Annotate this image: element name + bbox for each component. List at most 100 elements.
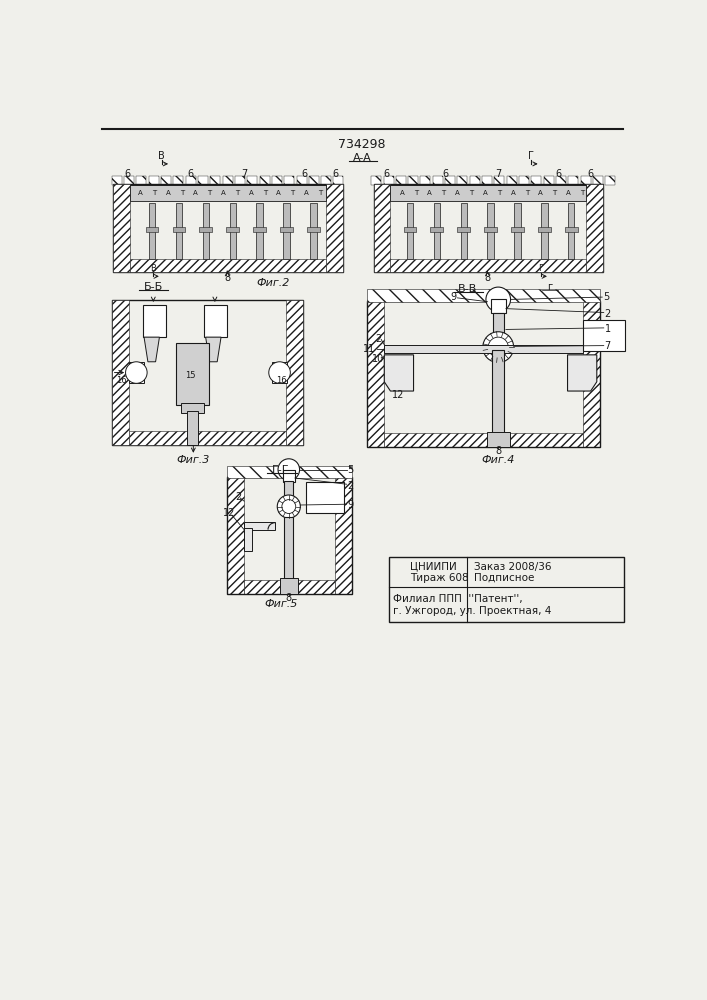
Polygon shape	[568, 355, 597, 391]
Bar	[491, 299, 506, 313]
Bar	[494, 176, 504, 185]
Bar	[433, 176, 443, 185]
Bar	[492, 350, 504, 433]
Text: 8: 8	[286, 593, 292, 603]
Bar	[408, 176, 418, 185]
Text: А: А	[276, 190, 281, 196]
Text: А: А	[221, 190, 226, 196]
Bar	[511, 227, 524, 232]
Bar	[129, 431, 286, 445]
Text: Г-Г: Г-Г	[272, 465, 290, 475]
Text: А: А	[165, 190, 170, 196]
Text: 9: 9	[347, 500, 354, 510]
Polygon shape	[385, 355, 414, 391]
Bar	[385, 345, 583, 353]
Text: А: А	[455, 190, 460, 196]
Bar	[335, 477, 352, 594]
Bar	[161, 176, 171, 185]
Text: 8: 8	[495, 446, 501, 456]
Polygon shape	[305, 482, 344, 513]
Text: 2: 2	[347, 481, 354, 491]
Text: г: г	[547, 282, 552, 292]
Text: 7: 7	[241, 169, 247, 179]
Text: А: А	[249, 190, 253, 196]
Bar	[532, 176, 542, 185]
Bar	[181, 403, 204, 413]
Bar	[130, 259, 326, 272]
Circle shape	[282, 500, 296, 513]
Circle shape	[126, 362, 147, 383]
Bar	[404, 227, 416, 232]
Text: Т: Т	[152, 190, 156, 196]
Bar	[296, 176, 307, 185]
Text: 2: 2	[235, 492, 241, 502]
Text: г. Ужгород, ул. Проектная, 4: г. Ужгород, ул. Проектная, 4	[393, 606, 551, 616]
Bar	[593, 176, 603, 185]
Bar	[334, 176, 344, 185]
Text: Фиг.2: Фиг.2	[257, 278, 290, 288]
Text: 6: 6	[301, 169, 308, 179]
Bar	[286, 300, 303, 445]
Bar	[445, 176, 455, 185]
Text: 15: 15	[185, 371, 196, 380]
Bar	[487, 203, 493, 259]
Bar	[556, 176, 566, 185]
Text: 734298: 734298	[338, 138, 386, 151]
Circle shape	[277, 495, 300, 518]
Bar	[198, 176, 208, 185]
Bar	[482, 176, 492, 185]
Text: 6: 6	[332, 169, 338, 179]
Text: 7: 7	[495, 169, 501, 179]
Text: 16: 16	[116, 376, 127, 385]
Text: 12: 12	[392, 390, 404, 400]
Bar	[176, 343, 209, 405]
Text: 8: 8	[224, 273, 230, 283]
Bar	[257, 203, 262, 259]
Bar	[284, 176, 294, 185]
Text: Т: Т	[180, 190, 184, 196]
Bar	[580, 176, 590, 185]
Bar	[460, 203, 467, 259]
Bar	[148, 176, 158, 185]
Bar	[309, 176, 319, 185]
Bar	[136, 176, 146, 185]
Text: Т: Т	[414, 190, 418, 196]
Bar	[368, 301, 600, 447]
Text: В: В	[151, 264, 156, 273]
Text: Т: Т	[207, 190, 211, 196]
Bar	[230, 203, 235, 259]
Bar	[515, 203, 520, 259]
Bar	[279, 578, 298, 594]
Text: 6: 6	[588, 169, 594, 179]
Text: 16: 16	[276, 376, 286, 385]
Text: Фиг.5: Фиг.5	[264, 599, 298, 609]
Bar	[244, 522, 275, 530]
Circle shape	[483, 332, 514, 363]
Bar	[187, 411, 198, 445]
Bar	[583, 301, 600, 447]
Bar	[469, 176, 480, 185]
Text: 8: 8	[484, 273, 491, 283]
Bar	[373, 184, 603, 272]
Bar	[227, 466, 352, 478]
Text: Подписное: Подписное	[474, 573, 534, 583]
Text: Заказ 2008/36: Заказ 2008/36	[474, 562, 551, 572]
Bar	[586, 184, 603, 272]
Bar	[199, 227, 212, 232]
Text: Т: Т	[469, 190, 474, 196]
Bar	[281, 227, 293, 232]
Bar	[383, 176, 394, 185]
Bar	[433, 203, 440, 259]
Bar	[146, 227, 158, 232]
Bar	[431, 227, 443, 232]
Bar	[326, 184, 343, 272]
Text: Филиал ППП  ''Патент'',: Филиал ППП ''Патент'',	[393, 594, 522, 604]
Text: Фиг.4: Фиг.4	[481, 455, 515, 465]
Text: А: А	[399, 190, 404, 196]
Text: В-В: В-В	[458, 284, 477, 294]
Text: Фиг.3: Фиг.3	[177, 455, 210, 465]
Text: 9: 9	[450, 292, 457, 302]
Text: 5: 5	[603, 292, 609, 302]
Bar	[204, 305, 227, 337]
Bar	[390, 185, 586, 201]
